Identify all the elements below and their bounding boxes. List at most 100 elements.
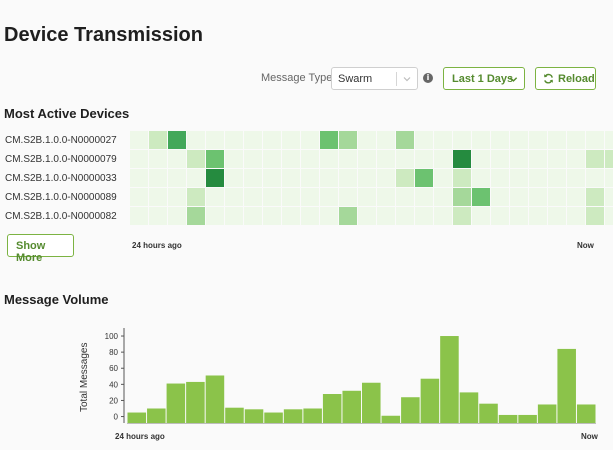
heatmap-cell[interactable] <box>282 188 300 206</box>
heatmap-cell[interactable] <box>529 188 547 206</box>
heatmap-cell[interactable] <box>586 169 604 187</box>
volume-bar[interactable] <box>401 397 420 423</box>
heatmap-cell[interactable] <box>491 169 509 187</box>
heatmap-cell[interactable] <box>339 131 357 149</box>
heatmap-cell[interactable] <box>358 150 376 168</box>
heatmap-cell[interactable] <box>529 150 547 168</box>
heatmap-cell[interactable] <box>434 188 452 206</box>
heatmap-cell[interactable] <box>605 131 613 149</box>
volume-bar[interactable] <box>186 381 205 423</box>
heatmap-cell[interactable] <box>301 169 319 187</box>
heatmap-cell[interactable] <box>529 169 547 187</box>
heatmap-cell[interactable] <box>206 188 224 206</box>
heatmap-cell[interactable] <box>282 207 300 225</box>
volume-bar[interactable] <box>147 408 166 423</box>
heatmap-cell[interactable] <box>263 150 281 168</box>
heatmap-cell[interactable] <box>434 131 452 149</box>
heatmap-cell[interactable] <box>301 150 319 168</box>
heatmap-cell[interactable] <box>168 169 186 187</box>
heatmap-cell[interactable] <box>472 169 490 187</box>
volume-bar[interactable] <box>381 415 401 423</box>
heatmap-cell[interactable] <box>548 207 566 225</box>
volume-bar[interactable] <box>322 394 342 423</box>
heatmap-cell[interactable] <box>187 188 205 206</box>
heatmap-cell[interactable] <box>206 150 224 168</box>
heatmap-cell[interactable] <box>282 131 300 149</box>
heatmap-cell[interactable] <box>396 150 414 168</box>
heatmap-cell[interactable] <box>301 131 319 149</box>
heatmap-cell[interactable] <box>339 188 357 206</box>
volume-bar[interactable] <box>576 404 596 423</box>
heatmap-cell[interactable] <box>339 150 357 168</box>
heatmap-cell[interactable] <box>453 169 471 187</box>
volume-bar[interactable] <box>264 412 283 423</box>
heatmap-cell[interactable] <box>415 169 433 187</box>
heatmap-cell[interactable] <box>263 188 281 206</box>
heatmap-cell[interactable] <box>358 188 376 206</box>
heatmap-cell[interactable] <box>529 131 547 149</box>
heatmap-cell[interactable] <box>510 169 528 187</box>
heatmap-cell[interactable] <box>453 207 471 225</box>
heatmap-cell[interactable] <box>225 169 243 187</box>
volume-bar[interactable] <box>205 375 225 423</box>
heatmap-cell[interactable] <box>263 131 281 149</box>
heatmap-cell[interactable] <box>358 169 376 187</box>
volume-bar[interactable] <box>440 336 459 423</box>
heatmap-cell[interactable] <box>244 207 262 225</box>
heatmap-cell[interactable] <box>605 150 613 168</box>
heatmap-cell[interactable] <box>491 207 509 225</box>
heatmap-cell[interactable] <box>453 150 471 168</box>
heatmap-cell[interactable] <box>567 131 585 149</box>
heatmap-cell[interactable] <box>434 150 452 168</box>
heatmap-cell[interactable] <box>358 131 376 149</box>
heatmap-cell[interactable] <box>472 188 490 206</box>
heatmap-cell[interactable] <box>149 188 167 206</box>
heatmap-cell[interactable] <box>320 188 338 206</box>
volume-bar[interactable] <box>283 409 303 423</box>
heatmap-cell[interactable] <box>453 131 471 149</box>
volume-bar[interactable] <box>244 409 264 423</box>
heatmap-cell[interactable] <box>301 188 319 206</box>
volume-bar[interactable] <box>479 403 498 423</box>
heatmap-cell[interactable] <box>377 188 395 206</box>
heatmap-cell[interactable] <box>491 188 509 206</box>
heatmap-cell[interactable] <box>567 169 585 187</box>
heatmap-cell[interactable] <box>168 150 186 168</box>
heatmap-cell[interactable] <box>206 207 224 225</box>
heatmap-cell[interactable] <box>396 169 414 187</box>
heatmap-cell[interactable] <box>206 131 224 149</box>
heatmap-cell[interactable] <box>320 207 338 225</box>
heatmap-cell[interactable] <box>529 207 547 225</box>
heatmap-cell[interactable] <box>472 207 490 225</box>
heatmap-cell[interactable] <box>225 150 243 168</box>
heatmap-cell[interactable] <box>263 169 281 187</box>
heatmap-cell[interactable] <box>263 207 281 225</box>
volume-bar[interactable] <box>362 382 381 423</box>
heatmap-cell[interactable] <box>187 169 205 187</box>
heatmap-cell[interactable] <box>225 207 243 225</box>
heatmap-cell[interactable] <box>396 188 414 206</box>
volume-bar[interactable] <box>420 378 440 423</box>
volume-bar[interactable] <box>166 383 186 423</box>
heatmap-cell[interactable] <box>206 169 224 187</box>
heatmap-cell[interactable] <box>472 131 490 149</box>
heatmap-cell[interactable] <box>339 207 357 225</box>
heatmap-cell[interactable] <box>415 131 433 149</box>
heatmap-cell[interactable] <box>320 169 338 187</box>
heatmap-cell[interactable] <box>187 131 205 149</box>
heatmap-cell[interactable] <box>244 188 262 206</box>
heatmap-cell[interactable] <box>130 207 148 225</box>
heatmap-cell[interactable] <box>510 131 528 149</box>
heatmap-cell[interactable] <box>130 150 148 168</box>
heatmap-cell[interactable] <box>225 131 243 149</box>
heatmap-cell[interactable] <box>149 131 167 149</box>
heatmap-cell[interactable] <box>377 150 395 168</box>
heatmap-cell[interactable] <box>168 207 186 225</box>
heatmap-cell[interactable] <box>149 207 167 225</box>
heatmap-cell[interactable] <box>187 150 205 168</box>
volume-bar[interactable] <box>518 414 537 423</box>
heatmap-cell[interactable] <box>548 169 566 187</box>
volume-bar[interactable] <box>498 414 518 423</box>
heatmap-cell[interactable] <box>149 150 167 168</box>
heatmap-cell[interactable] <box>396 131 414 149</box>
